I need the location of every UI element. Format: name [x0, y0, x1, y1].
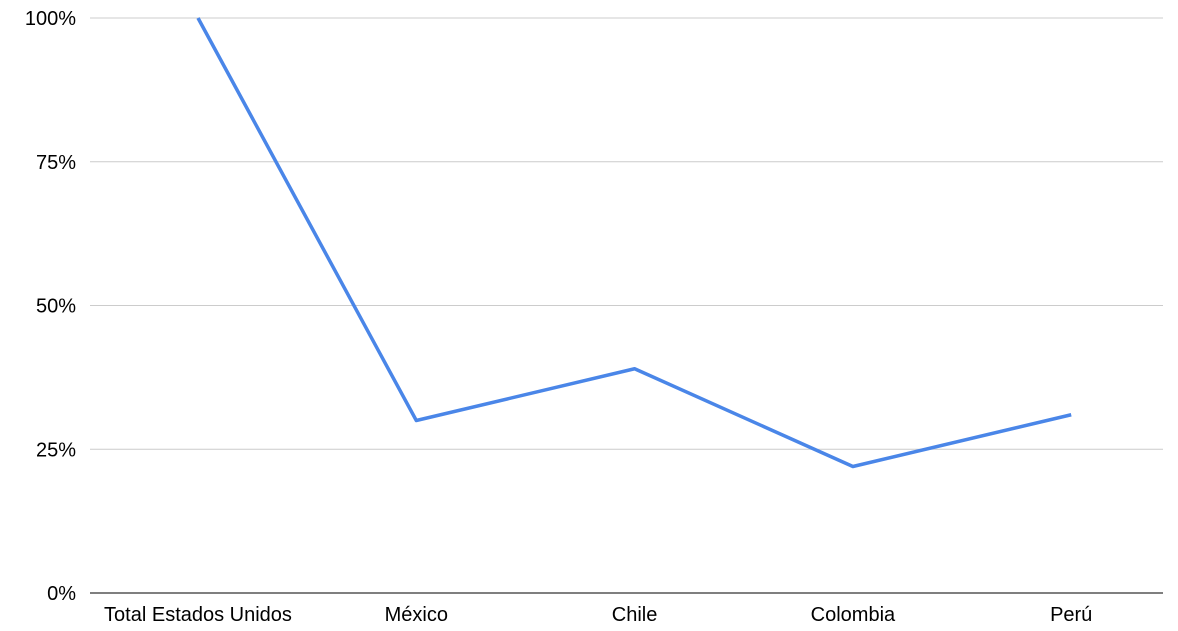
gridlines	[90, 17, 1163, 594]
x-tick-label: Total Estados Unidos	[104, 604, 292, 626]
y-axis-tick-labels: 0% 25% 50% 75% 100%	[25, 8, 76, 605]
x-tick-label: México	[385, 604, 448, 626]
y-tick-label: 50%	[36, 296, 76, 318]
y-tick-label: 75%	[36, 152, 76, 174]
series-line	[196, 17, 1072, 469]
x-axis-tick-labels: Total Estados Unidos México Chile Colombia P…	[104, 604, 1092, 626]
y-tick-label: 25%	[36, 439, 76, 461]
y-tick-label: 0%	[47, 583, 76, 605]
y-tick-label: 100%	[25, 8, 76, 30]
x-tick-label: Chile	[612, 604, 658, 626]
series-layer	[196, 17, 1072, 469]
x-tick-label: Colombia	[811, 604, 896, 626]
x-tick-label: Perú	[1050, 604, 1092, 626]
